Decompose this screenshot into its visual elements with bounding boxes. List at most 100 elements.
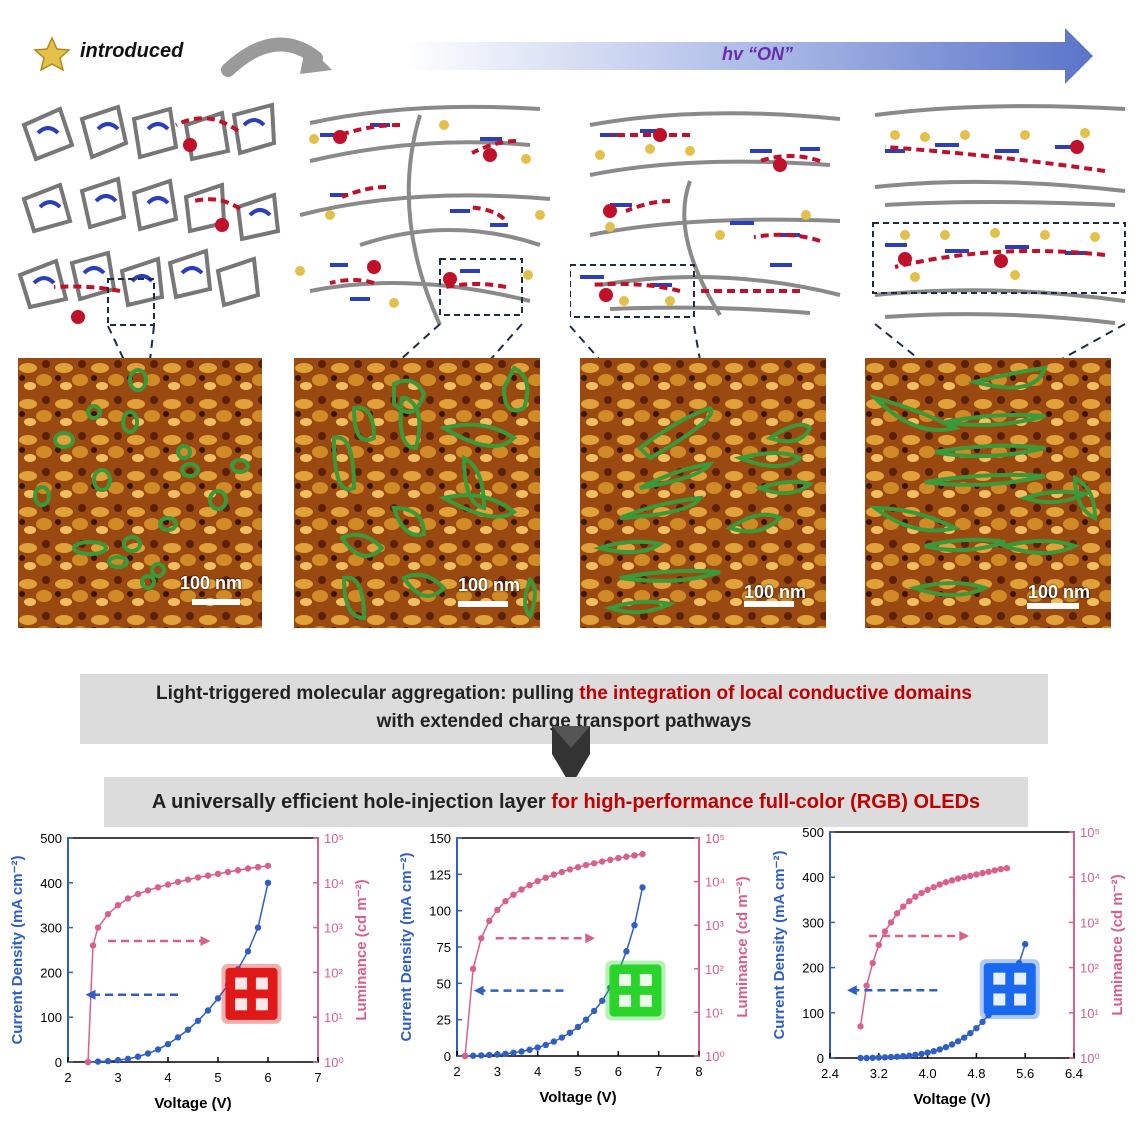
- device-pixel: [619, 974, 632, 987]
- hv-on-label: hv “ON”: [722, 44, 793, 65]
- luminance-point: [936, 881, 943, 888]
- device-pixel: [619, 994, 632, 1007]
- x-tick-label: 7: [655, 1064, 662, 1079]
- x-axis-label: Voltage (V): [913, 1091, 990, 1108]
- current-density-point: [967, 1029, 974, 1037]
- plot-frame: [829, 831, 1075, 1059]
- luminance-point: [997, 865, 1004, 873]
- luminance-point: [254, 863, 262, 871]
- luminance-point: [154, 884, 162, 891]
- current-density-point: [869, 1054, 876, 1061]
- luminance-point: [144, 887, 152, 894]
- luminance-point: [224, 868, 232, 876]
- current-density-point: [214, 995, 222, 1002]
- x-tick-label: 8: [695, 1064, 702, 1079]
- luminance-point: [94, 924, 102, 931]
- luminance-point: [887, 919, 895, 926]
- luminance-point: [973, 871, 980, 878]
- device-pixel: [639, 994, 652, 1007]
- y-right-tick-label: 10⁵: [324, 831, 344, 846]
- y-right-tick-label: 10¹: [705, 1005, 724, 1020]
- y-left-tick-label: 200: [802, 961, 824, 976]
- current-density-point: [518, 1048, 525, 1055]
- current-density-point: [930, 1048, 937, 1055]
- device-pixel: [993, 972, 1006, 985]
- y-right-axis-label: Luminance (cd m⁻²): [1109, 874, 1126, 1015]
- current-density-point: [558, 1034, 566, 1041]
- summary-line-1-red: the integration of local conductive doma…: [579, 683, 972, 704]
- y-left-tick-label: 50: [437, 976, 451, 991]
- oled-chart-green: 2 3 4 5 6 7 8 0 25 50 75 100 125 150 10⁰ 10¹ 10² 10³ 10⁴ 10…: [398, 831, 751, 1106]
- device-pixel: [1014, 993, 1027, 1006]
- x-tick-label: 4.0: [919, 1066, 937, 1081]
- current-density-point: [582, 1016, 590, 1023]
- gold-star-icon: [33, 36, 71, 72]
- x-tick-label: 3: [114, 1070, 121, 1085]
- current-density-point: [918, 1050, 925, 1058]
- afm-panel-3: [580, 358, 826, 628]
- device-pixel: [235, 998, 248, 1011]
- luminance-point: [84, 1058, 92, 1066]
- current-density-point: [469, 1052, 477, 1059]
- y-left-tick-label: 400: [40, 876, 62, 891]
- current-density-point: [875, 1054, 882, 1061]
- x-tick-label: 5: [214, 1070, 221, 1085]
- current-density-point: [1022, 940, 1029, 948]
- luminance-point: [985, 868, 992, 875]
- x-tick-label: 3.2: [870, 1066, 888, 1081]
- scheme-panel-1: [17, 102, 281, 326]
- y-right-tick-label: 10³: [705, 918, 724, 933]
- y-left-tick-label: 100: [40, 1010, 62, 1025]
- x-tick-label: 5: [574, 1064, 581, 1079]
- luminance-point: [912, 893, 919, 900]
- oled-chart-red: 2 3 4 5 6 7 0 100 200 300 400 500 10⁰ 10¹ 10² 10³ 10⁴ 10⁵…: [9, 831, 370, 1112]
- y-right-tick-label: 10⁰: [1080, 1051, 1100, 1066]
- x-tick-label: 7: [314, 1070, 321, 1085]
- summary-box2-black: A universally efficient hole-injection l…: [151, 791, 552, 813]
- x-tick-label: 6.4: [1065, 1066, 1083, 1081]
- device-pixel: [1014, 972, 1027, 985]
- scheme-panel-3: [570, 111, 841, 318]
- x-tick-label: 3: [494, 1064, 501, 1079]
- x-tick-label: 4: [534, 1064, 541, 1079]
- current-density-point: [574, 1023, 582, 1031]
- y-left-tick-label: 500: [802, 826, 824, 840]
- y-left-axis-label: Current Density (mA cm⁻²): [9, 855, 26, 1044]
- current-density-point: [973, 1024, 980, 1032]
- current-density-point: [244, 948, 252, 955]
- luminance-point: [930, 883, 937, 891]
- luminance-point: [954, 875, 962, 882]
- device-pixel: [639, 974, 652, 987]
- luminance-line: [464, 853, 643, 1057]
- x-axis-label: Voltage (V): [154, 1095, 231, 1112]
- current-density-point: [144, 1050, 152, 1057]
- down-arrow-icon: [552, 726, 590, 786]
- x-tick-label: 4.8: [967, 1066, 985, 1081]
- luminance-point: [615, 854, 622, 862]
- y-right-tick-label: 10⁰: [324, 1055, 344, 1070]
- current-density-point: [590, 1007, 598, 1015]
- arrow-head-left: [473, 985, 484, 996]
- device-photo: [225, 967, 278, 1020]
- current-density-point: [542, 1041, 549, 1049]
- luminance-point: [623, 853, 630, 860]
- current-density-point: [900, 1052, 907, 1060]
- y-left-tick-label: 150: [429, 831, 451, 846]
- current-density-point: [114, 1057, 122, 1064]
- y-left-tick-label: 25: [437, 1013, 451, 1028]
- y-left-tick-label: 500: [40, 831, 62, 846]
- luminance-point: [599, 858, 606, 865]
- luminance-point: [991, 867, 998, 874]
- y-left-tick-label: 0: [444, 1049, 451, 1064]
- current-density-point: [954, 1038, 962, 1045]
- scheme-panel-4: [872, 104, 1126, 325]
- current-density-point: [104, 1057, 112, 1065]
- current-density-point: [924, 1049, 931, 1056]
- current-density-point: [863, 1054, 870, 1062]
- y-left-tick-label: 400: [802, 870, 824, 885]
- luminance-point: [134, 890, 142, 898]
- luminance-point: [550, 871, 557, 878]
- luminance-point: [881, 928, 889, 935]
- luminance-point: [918, 889, 925, 897]
- luminance-point: [174, 878, 182, 886]
